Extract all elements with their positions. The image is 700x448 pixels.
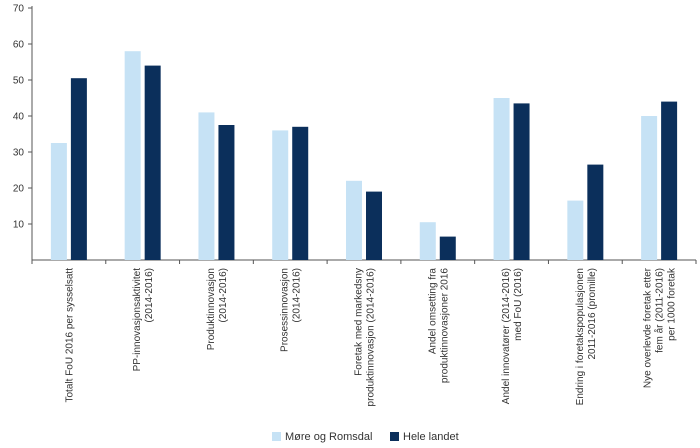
x-category-label: Andel omsetting fraproduktinnovasjoner 2…: [427, 268, 450, 384]
x-category-label: Endring i foretakspopulasjonen2011-2016 …: [575, 268, 598, 405]
legend: Møre og Romsdal Hele landet: [272, 431, 459, 443]
x-category-label: Produktinnovasjon(2014-2016): [206, 268, 229, 350]
bar-hele-landet: [661, 101, 678, 260]
bar-hele-landet: [292, 126, 309, 260]
x-category-label-line: (2014-2016): [292, 268, 303, 322]
bar-hele-landet: [218, 125, 235, 260]
x-category-label: Nye overlevde foretak etterfem år (2011-…: [643, 267, 678, 388]
bars-group: [50, 51, 678, 261]
x-category-label-line: PP-innovasjonsaktivitet: [132, 268, 143, 372]
x-category-label: Totalt FoU 2016 per sysselsatt: [64, 268, 75, 403]
bar-more-og-romsdal: [493, 98, 510, 260]
axes-group: [28, 6, 697, 264]
y-tick-label: 40: [13, 112, 25, 123]
x-category-label: Andel innovatører (2014-2016)med FoU (20…: [501, 268, 524, 404]
legend-swatch: [272, 432, 281, 441]
x-category-label-line: produktinnovasjon (2014-2016): [366, 268, 377, 406]
x-category-label-line: (2014-2016): [144, 268, 155, 322]
x-category-label-line: fem år (2011-2016): [654, 268, 666, 353]
x-category-label-line: Andel innovatører (2014-2016): [501, 268, 512, 404]
bar-hele-landet: [513, 103, 530, 261]
legend-label: Møre og Romsdal: [285, 431, 372, 443]
bar-hele-landet: [587, 164, 604, 260]
x-category-label-line: Nye overlevde foretak etter: [643, 267, 654, 388]
x-category-label-line: (2014-2016): [218, 268, 229, 322]
x-category-label: PP-innovasjonsaktivitet(2014-2016): [132, 268, 155, 372]
x-category-label-line: 2011-2016 (promille): [587, 268, 598, 360]
y-tick-label: 10: [13, 220, 25, 231]
y-tick-labels: 10 20 30 40 50 60 70: [13, 4, 25, 231]
y-tick-label: 50: [13, 76, 25, 87]
x-category-label: Prosessinnovasjon(2014-2016): [280, 268, 303, 352]
x-category-label-line: Prosessinnovasjon: [280, 268, 291, 352]
bar-hele-landet: [70, 78, 87, 260]
y-tick-label: 70: [13, 4, 25, 15]
x-category-label-line: Totalt FoU 2016 per sysselsatt: [64, 268, 75, 403]
x-category-label: Foretak med markedsnyproduktinnovasjon (…: [354, 268, 377, 406]
legend-swatch: [390, 432, 399, 441]
y-tick-label: 30: [13, 148, 25, 159]
bar-more-og-romsdal: [346, 180, 362, 260]
bar-hele-landet: [366, 191, 382, 260]
y-tick-label: 20: [13, 184, 25, 195]
x-category-label-line: Foretak med markedsny: [354, 268, 365, 376]
bar-more-og-romsdal: [567, 200, 584, 260]
bar-more-og-romsdal: [272, 130, 289, 260]
x-category-label-line: produktinnovasjoner 2016: [439, 268, 450, 384]
bar-more-og-romsdal: [50, 143, 67, 260]
x-category-label-line: Endring i foretakspopulasjonen: [575, 268, 586, 405]
x-category-label-line: per 1000 foretak: [667, 267, 678, 341]
bar-more-og-romsdal: [419, 222, 436, 260]
bar-more-og-romsdal: [641, 116, 658, 260]
bar-more-og-romsdal: [124, 51, 141, 261]
bar-hele-landet: [144, 65, 161, 260]
bar-hele-landet: [439, 236, 456, 260]
x-category-label-line: Produktinnovasjon: [206, 268, 217, 350]
legend-label: Hele landet: [403, 431, 459, 443]
y-tick-label: 60: [13, 40, 25, 51]
bar-more-og-romsdal: [198, 112, 215, 261]
category-labels: Totalt FoU 2016 per sysselsatt PP-innovas…: [64, 267, 677, 406]
x-category-label-line: med FoU (2016): [513, 268, 524, 341]
x-category-label-line: Andel omsetting fra: [427, 268, 438, 355]
